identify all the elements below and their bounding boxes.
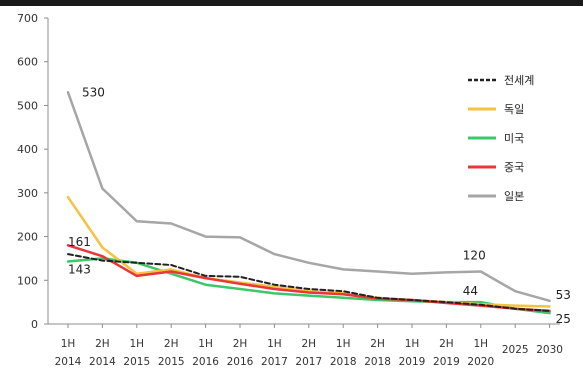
y-tick-label: 400 [17,143,38,156]
x-tick-label-year: 2016 [192,356,219,368]
x-tick-label-half: 1H [336,338,351,350]
series-line-3 [66,244,551,313]
x-tick-label-year: 2014 [55,356,82,368]
x-tick-label-year: 2019 [433,356,460,368]
data-label: 143 [68,262,91,276]
x-tick-label-year: 2020 [467,356,494,368]
legend-label: 중국 [504,161,524,174]
y-tick-label: 100 [17,274,38,287]
x-tick-label-half: 1H [130,338,145,350]
data-label: 25 [556,312,571,326]
x-tick-label-year: 2017 [295,356,322,368]
y-tick-label: 200 [17,231,38,244]
x-tick-label-year: 2017 [261,356,288,368]
y-tick-label: 600 [17,56,38,69]
x-tick-label-year: 2016 [227,356,254,368]
data-label: 53 [556,288,571,302]
x-tick-label-year: 2018 [364,356,391,368]
x-tick-label-half: 2H [95,338,110,350]
x-tick-label-half: 2H [233,338,248,350]
data-label: 120 [463,249,486,263]
x-tick-label-year: 2015 [123,356,150,368]
y-tick-label: 300 [17,187,38,200]
data-labels: 530 161 143 120 44 53 25 [68,85,571,326]
x-tick-label-half: 2H [370,338,385,350]
y-tick-label: 500 [17,99,38,112]
x-tick-label-year: 2019 [399,356,426,368]
x-tick-label-year: 2018 [330,356,357,368]
x-tick-label-half: 2H [439,338,454,350]
top-rule [0,0,583,6]
series-line-0 [67,253,551,312]
x-tick-label-half: 2H [164,338,179,350]
x-tick-label-half: 1H [198,338,213,350]
x-tick-label-year: 2014 [89,356,116,368]
x-tick-label-half: 1H [61,338,76,350]
axes-group: 0 100 200 300 400 500 600 700 1H 2014 2H 2014 1H 2015… [17,12,563,368]
series-lines [66,91,551,315]
y-tick-label: 700 [17,12,38,25]
legend-label: 일본 [504,189,524,203]
y-tick-label: 0 [31,318,38,331]
legend-label: 미국 [504,132,524,145]
x-tick-label-half: 1H [474,338,489,350]
x-tick-label-half: 1H [267,338,282,350]
x-tick-label-year: 2025 [502,344,529,356]
series-line-2 [66,257,551,315]
data-label: 161 [68,235,91,249]
x-tick-label-year: 2030 [536,344,563,356]
legend-label: 독일 [504,102,524,116]
x-tick-label-half: 1H [405,338,420,350]
legend-label: 전세계 [504,74,534,87]
series-line-4 [66,91,551,303]
x-tick-label-half: 2H [302,338,317,350]
data-label: 44 [463,284,478,298]
x-tick-label-year: 2015 [158,356,185,368]
data-label: 530 [82,85,105,99]
